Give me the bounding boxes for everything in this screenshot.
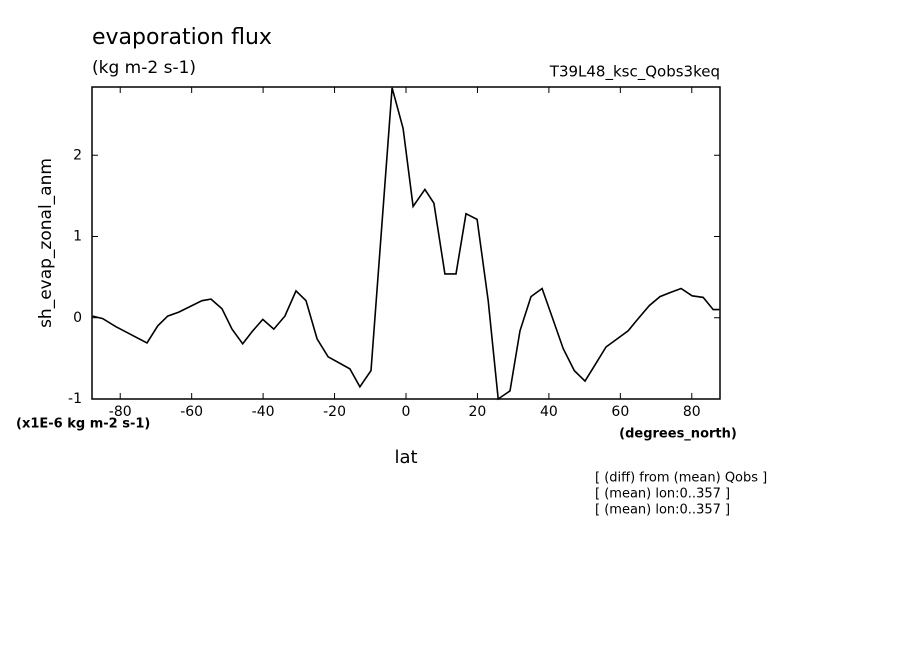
- run-name: T39L48_ksc_Qobs3keq: [549, 63, 720, 82]
- note: [ (diff) from (mean) Qobs ]: [595, 471, 767, 486]
- x-tick-label: 80: [683, 404, 701, 420]
- data-line: [92, 87, 720, 401]
- note: [ (mean) lon:0..357 ]: [595, 503, 730, 518]
- y-tick-label: 1: [73, 229, 82, 245]
- y-units: (x1E-6 kg m-2 s-1): [16, 417, 150, 432]
- x-tick-label: 60: [611, 404, 629, 420]
- x-tick-label: -40: [252, 404, 275, 420]
- x-tick-label: 40: [540, 404, 558, 420]
- plot-frame: [91, 86, 721, 400]
- x-axis-label: lat: [394, 447, 417, 468]
- x-tick-label: -20: [323, 404, 346, 420]
- x-tick-label: 20: [469, 404, 487, 420]
- x-tick-label: 0: [402, 404, 411, 420]
- x-tick-label: -80: [109, 404, 132, 420]
- chart-subtitle: (kg m-2 s-1): [92, 58, 196, 78]
- y-tick-label: 2: [73, 147, 82, 163]
- y-axis-label: sh_evap_zonal_anm: [36, 158, 56, 328]
- note: [ (mean) lon:0..357 ]: [595, 487, 730, 502]
- y-tick-label: 0: [73, 310, 82, 326]
- chart-title: evaporation flux: [92, 25, 272, 50]
- y-tick-label: -1: [68, 391, 82, 407]
- x-tick-label: -60: [180, 404, 203, 420]
- x-units: (degrees_north): [619, 427, 737, 442]
